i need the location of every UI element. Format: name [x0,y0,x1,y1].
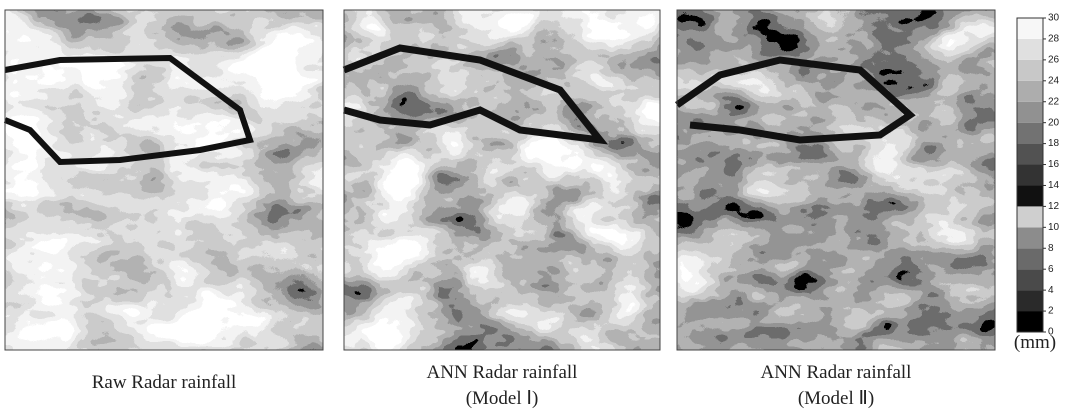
colorbar-band [1017,269,1043,290]
map-raw [5,10,323,350]
tick-label: 12 [1048,201,1060,212]
tick-label: 2 [1048,306,1054,317]
tick-label: 8 [1048,243,1054,254]
colorbar-band [1017,165,1043,186]
colorbar-band [1017,39,1043,60]
colorbar-band [1017,18,1043,39]
tick-label: 0 [1048,327,1054,338]
tick-label: 16 [1048,159,1060,170]
tick-label: 4 [1048,285,1054,296]
colorbar-band [1017,311,1043,332]
tick-label: 18 [1048,138,1060,149]
colorbar-band [1017,123,1043,144]
tick-label: 6 [1048,264,1054,275]
tick-label: 10 [1048,222,1060,233]
colorbar-band [1017,248,1043,269]
caption: ANN Radar rainfall [427,362,578,383]
tick-label: 20 [1048,117,1060,128]
tick-label: 14 [1048,180,1060,191]
tick-label: 26 [1048,55,1060,66]
colorbar-band [1017,144,1043,165]
caption: Raw Radar rainfall [92,372,237,393]
figure: Raw Radar rainfall ANN Radar rainfall (M… [0,0,1069,414]
colorbar-band [1017,102,1043,123]
caption: (Model Ⅰ) [466,388,539,409]
colorbar-band [1017,206,1043,227]
tick-label: 24 [1048,75,1060,86]
caption: ANN Radar rainfall [761,362,912,383]
colorbar-band [1017,185,1043,206]
map-model-1 [344,10,660,350]
colorbar-band [1017,60,1043,81]
colorbar-band [1017,81,1043,102]
tick-label: 28 [1048,34,1060,45]
colorbar-band [1017,290,1043,311]
tick-label: 22 [1048,96,1060,107]
colorbar-band [1017,227,1043,248]
caption: (Model Ⅱ) [798,388,874,409]
map-model-2 [677,10,995,350]
tick-label: 30 [1048,13,1060,24]
